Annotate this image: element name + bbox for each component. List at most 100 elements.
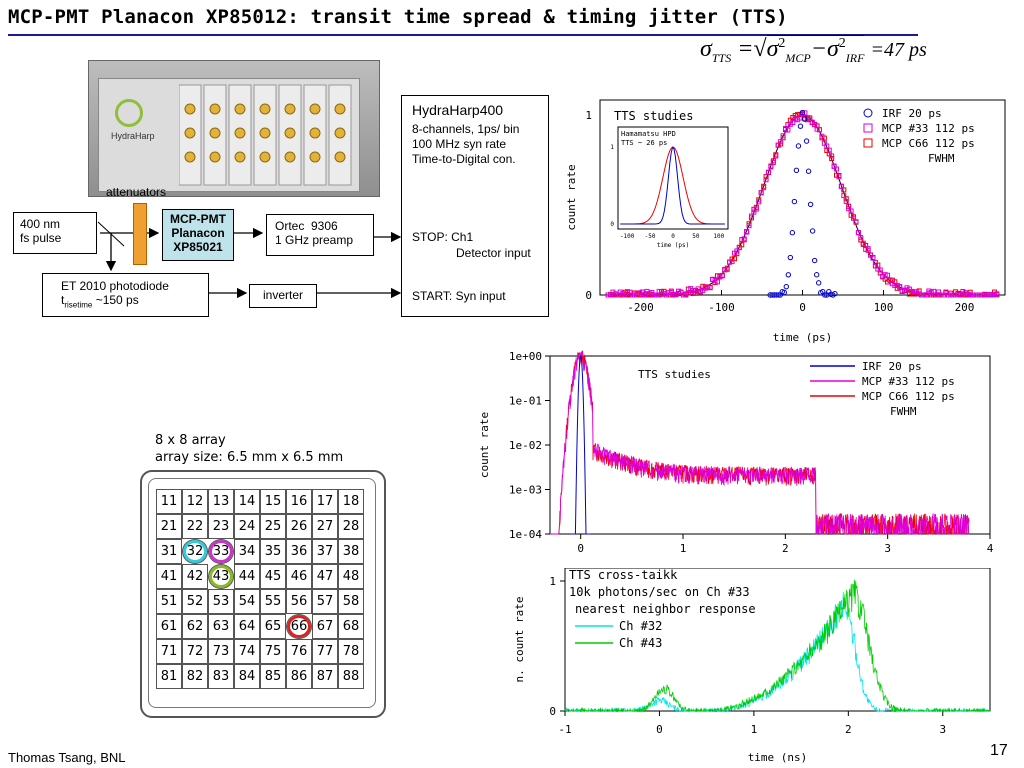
legend-label: Ch #43	[619, 636, 662, 650]
data-point	[805, 168, 812, 174]
inset-frame	[617, 126, 729, 230]
data-point	[858, 235, 864, 241]
y-axis-label: n. count rate	[513, 596, 526, 682]
channel-cell: 58	[338, 589, 364, 614]
preamp-line-2: 1 GHz preamp	[275, 233, 354, 247]
channel-cell: 52	[182, 589, 208, 614]
channel-cell: 82	[182, 664, 208, 689]
module-connector	[284, 151, 296, 163]
formula-result: =47 ps	[870, 39, 927, 61]
module-connector	[259, 151, 271, 163]
channel-cell: 86	[286, 664, 312, 689]
data-point	[785, 127, 791, 133]
channel-cell: 36	[286, 539, 312, 564]
channel-cell: 64	[234, 614, 260, 639]
y-tick-label: 1e+00	[509, 350, 542, 363]
data-point	[811, 257, 818, 264]
slide-title: MCP-PMT Planacon XP85012: transit time s…	[8, 6, 788, 28]
module-connector	[209, 127, 221, 139]
channel-cell: 33	[208, 539, 234, 564]
photodiode-line-2: trisetime ~150 ps	[61, 293, 139, 310]
channel-cell: 81	[156, 664, 182, 689]
data-point	[780, 133, 786, 139]
data-point	[693, 290, 699, 296]
data-point	[789, 230, 796, 236]
module-connector	[234, 151, 246, 163]
channel-cell: 62	[182, 614, 208, 639]
data-point	[877, 267, 883, 273]
inset-x-tick: 0	[671, 233, 675, 240]
module-connector	[184, 151, 196, 163]
legend-label: MCP C66 112 ps	[862, 390, 955, 403]
data-point	[848, 208, 854, 214]
channel-cell: 78	[338, 639, 364, 664]
attenuator-block	[133, 203, 147, 265]
attenuators-label: attenuators	[106, 185, 167, 199]
pulse-box: 400 nm fs pulse	[13, 212, 97, 254]
data-point	[802, 110, 808, 116]
preamp-box: Ortec 9306 1 GHz preamp	[266, 214, 374, 256]
module-connector	[209, 103, 221, 115]
data-point	[826, 147, 832, 153]
y-axis-label: count rate	[565, 164, 578, 230]
mcp-line-2: Planacon	[171, 226, 225, 240]
array-inner-frame	[148, 478, 376, 708]
array-title: 8 x 8 array	[155, 433, 226, 448]
sigma-tts: σTTS	[700, 36, 732, 65]
inset-y-tick: 1	[610, 144, 614, 151]
data-point	[758, 190, 764, 196]
data-point	[773, 153, 779, 159]
inset-title: TTS ~ 26 ps	[621, 139, 667, 147]
data-point	[741, 236, 747, 242]
channel-cell: 32	[182, 539, 208, 564]
data-point	[783, 283, 790, 290]
data-point	[829, 156, 835, 162]
x-tick-label: -1	[558, 723, 571, 736]
inset-x-label: time (ps)	[657, 242, 690, 249]
channel-cell: 37	[312, 539, 338, 564]
inset-x-tick: -100	[620, 233, 635, 240]
channel-cell: 66	[286, 614, 312, 639]
data-point	[763, 177, 769, 183]
channel-cell: 14	[234, 489, 260, 514]
inverter-label: inverter	[262, 288, 303, 302]
module-connector	[209, 151, 221, 163]
channel-cell: 48	[338, 564, 364, 589]
channel-cell: 53	[208, 589, 234, 614]
channel-cell: 23	[208, 514, 234, 539]
channel-cell: 77	[312, 639, 338, 664]
channel-cell: 13	[208, 489, 234, 514]
data-point	[714, 279, 720, 285]
x-tick-label: 1	[751, 723, 758, 736]
data-point	[853, 219, 859, 225]
channel-cell: 11	[156, 489, 182, 514]
formula-equals: =	[737, 36, 754, 62]
plot-frame	[564, 568, 991, 712]
module-connector	[309, 103, 321, 115]
author-footer: Thomas Tsang, BNL	[8, 750, 126, 765]
stop-label: STOP: Ch1	[412, 230, 474, 244]
pulse-line-1: 400 nm	[20, 217, 61, 231]
channel-cell: 17	[312, 489, 338, 514]
x-tick-label: 4	[987, 542, 994, 555]
data-point	[791, 198, 798, 205]
inset-x-tick: 100	[713, 233, 724, 240]
data-point	[793, 167, 800, 174]
data-point	[809, 228, 816, 234]
channel-cell: 43	[208, 564, 234, 589]
data-point	[761, 185, 767, 191]
data-point	[729, 259, 735, 265]
channel-cell: 44	[234, 564, 260, 589]
data-point	[797, 123, 804, 129]
chart-title: TTS studies	[638, 368, 711, 381]
y-tick-label: 1	[585, 109, 592, 122]
hydra-line-2: 8-channels, 1ps/ bin	[412, 122, 520, 136]
channel-cell: 21	[156, 514, 182, 539]
data-point	[795, 143, 802, 149]
data-point	[785, 272, 792, 278]
data-point	[872, 259, 878, 265]
data-point	[841, 193, 847, 199]
data-point	[801, 116, 808, 122]
channel-cell: 46	[286, 564, 312, 589]
